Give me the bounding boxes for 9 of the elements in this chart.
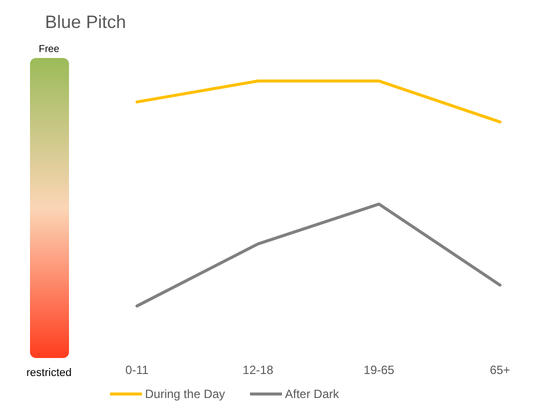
legend-label: During the Day — [145, 387, 226, 401]
x-tick-label: 0-11 — [125, 363, 149, 377]
text: Free — [38, 44, 60, 55]
x-tick-label: 19-65 — [364, 363, 395, 377]
legend-label: After Dark — [285, 387, 340, 401]
chart-title: Blue Pitch — [45, 12, 126, 32]
x-tick-label: 12-18 — [242, 363, 274, 377]
text: restricted — [26, 367, 72, 379]
x-tick-label: 65+ — [490, 363, 510, 377]
